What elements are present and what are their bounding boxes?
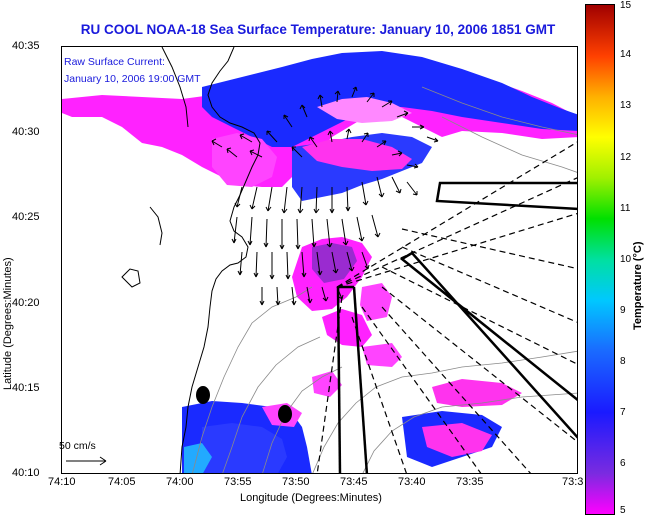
x-tick: 73:40 <box>398 476 426 488</box>
colorbar-tick: 15 <box>620 0 632 11</box>
coastline <box>121 47 261 473</box>
x-tick: 73:3 <box>562 476 584 488</box>
y-tick: 40:20 <box>12 297 40 309</box>
temperature-colorbar <box>585 4 615 515</box>
station-markers <box>196 386 292 423</box>
x-tick: 73:45 <box>340 476 368 488</box>
colorbar-tick: 14 <box>620 49 632 60</box>
map-title: RU COOL NOAA-18 Sea Surface Temperature:… <box>80 22 556 37</box>
y-tick: 40:15 <box>12 382 40 394</box>
colorbar-tick: 12 <box>620 152 632 163</box>
sst-south-patches <box>182 343 522 473</box>
y-tick: 40:10 <box>12 467 40 479</box>
sst-central-patches <box>292 237 392 347</box>
x-tick: 74:00 <box>166 476 194 488</box>
colorbar-label: Temperature (°C) <box>632 241 644 330</box>
bathymetry-contours <box>192 86 577 473</box>
colorbar-tick: 9 <box>620 305 626 316</box>
colorbar-tick: 11 <box>620 203 631 214</box>
y-tick: 40:25 <box>12 211 40 223</box>
x-tick: 74:10 <box>48 476 76 488</box>
x-axis-label: Longitude (Degrees:Minutes) <box>240 492 382 504</box>
sst-map <box>62 47 577 473</box>
current-annotation-line1: Raw Surface Current: <box>64 56 165 68</box>
colorbar-tick: 13 <box>620 100 632 111</box>
radar-dashed-lines <box>316 141 577 473</box>
y-tick: 40:30 <box>12 126 40 138</box>
x-tick: 73:35 <box>456 476 484 488</box>
colorbar-tick: 10 <box>620 254 632 265</box>
sst-north-patches <box>62 51 577 201</box>
colorbar-tick: 5 <box>620 505 626 516</box>
current-vectors <box>66 86 439 466</box>
x-tick: 73:55 <box>224 476 252 488</box>
current-annotation-line2: January 10, 2006 19:00 GMT <box>64 73 201 85</box>
colorbar-tick: 7 <box>620 407 626 418</box>
x-tick: 73:50 <box>282 476 310 488</box>
current-annotation: Raw Surface Current: January 10, 2006 19… <box>64 54 201 88</box>
shipping-lanes <box>336 181 577 473</box>
colorbar-tick: 8 <box>620 356 626 367</box>
vector-scale-label: 50 cm/s <box>59 440 96 452</box>
y-tick: 40:35 <box>12 40 40 52</box>
colorbar-tick: 6 <box>620 458 626 469</box>
y-axis-label: Latitude (Degrees:Minutes) <box>2 257 14 390</box>
map-plot-area[interactable] <box>61 46 578 474</box>
x-tick: 74:05 <box>108 476 136 488</box>
